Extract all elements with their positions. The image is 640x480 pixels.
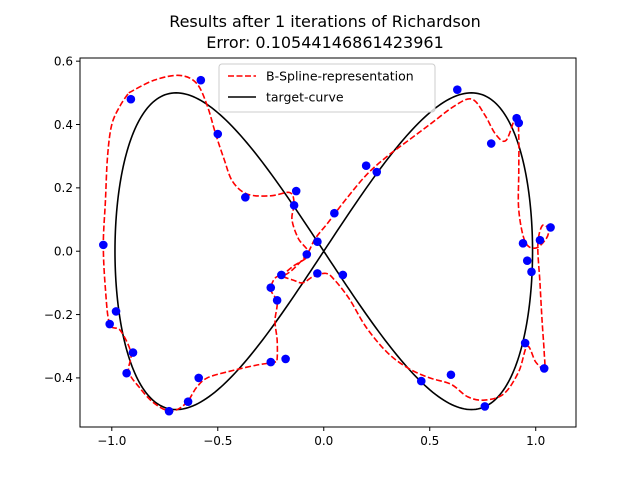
y-tick-label: 0.2 — [54, 181, 73, 195]
control-point — [122, 368, 131, 378]
control-point — [277, 270, 286, 280]
legend-box — [218, 63, 436, 113]
x-tick-label: −0.5 — [203, 434, 232, 448]
x-tick-label: 0.5 — [420, 434, 439, 448]
control-point — [105, 319, 114, 329]
control-point — [126, 94, 136, 104]
x-tick-label: 1.0 — [526, 434, 545, 448]
control-points-layer — [99, 75, 555, 416]
y-tick-label: −0.4 — [44, 371, 73, 385]
y-tick-label: 0.0 — [54, 245, 73, 259]
y-tick-label: −0.2 — [44, 308, 73, 322]
control-point — [128, 348, 138, 357]
control-point — [330, 208, 339, 218]
control-point — [480, 402, 490, 411]
control-point — [266, 283, 276, 292]
control-point — [361, 161, 371, 170]
control-point — [289, 200, 299, 210]
plot-area — [99, 74, 555, 416]
control-point — [272, 296, 282, 305]
y-tick-label: 0.4 — [54, 118, 73, 132]
control-point — [111, 307, 121, 316]
control-point — [338, 270, 348, 280]
control-point — [213, 129, 223, 139]
control-point — [313, 269, 322, 278]
x-tick-label: −1.0 — [97, 434, 126, 448]
control-point — [453, 85, 462, 94]
control-point — [522, 256, 532, 266]
control-point — [546, 223, 555, 232]
target-curve-layer — [114, 92, 534, 411]
chart-title-line-1: Results after 1 iterations of Richardson — [169, 12, 481, 31]
control-point — [416, 376, 426, 386]
chart-title-line-2: Error: 0.10544146861423961 — [206, 33, 444, 52]
control-point — [518, 238, 528, 248]
control-point — [486, 139, 496, 148]
control-point — [539, 364, 549, 373]
control-point — [527, 267, 536, 277]
control-point — [196, 75, 206, 85]
control-point — [164, 406, 174, 416]
control-point — [241, 193, 250, 202]
legend-spline-label: B-Spline-representation — [266, 69, 414, 84]
spline-layer — [102, 74, 550, 412]
control-point — [183, 397, 193, 406]
legend-target-label: target-curve — [266, 90, 344, 105]
plot-frame — [79, 57, 577, 428]
control-point — [281, 354, 290, 364]
control-point — [291, 186, 301, 196]
target-curve-line — [114, 92, 534, 411]
control-point — [520, 338, 530, 348]
y-axis: −0.4 −0.2 0.0 0.2 0.4 0.6 — [44, 54, 80, 385]
control-point — [99, 240, 108, 250]
control-point — [302, 250, 312, 259]
legend: B-Spline-representation target-curve — [218, 63, 436, 113]
control-point — [266, 357, 276, 367]
spline-curve-line — [102, 74, 550, 412]
control-point — [535, 235, 545, 245]
x-axis: −1.0 −0.5 0.0 0.5 1.0 — [97, 427, 545, 448]
control-point — [372, 167, 382, 177]
x-tick-label: 0.0 — [314, 434, 333, 448]
control-point — [313, 237, 322, 247]
y-tick-label: 0.6 — [54, 54, 73, 68]
control-point — [446, 370, 456, 380]
control-point — [194, 373, 203, 383]
control-point — [514, 118, 524, 128]
